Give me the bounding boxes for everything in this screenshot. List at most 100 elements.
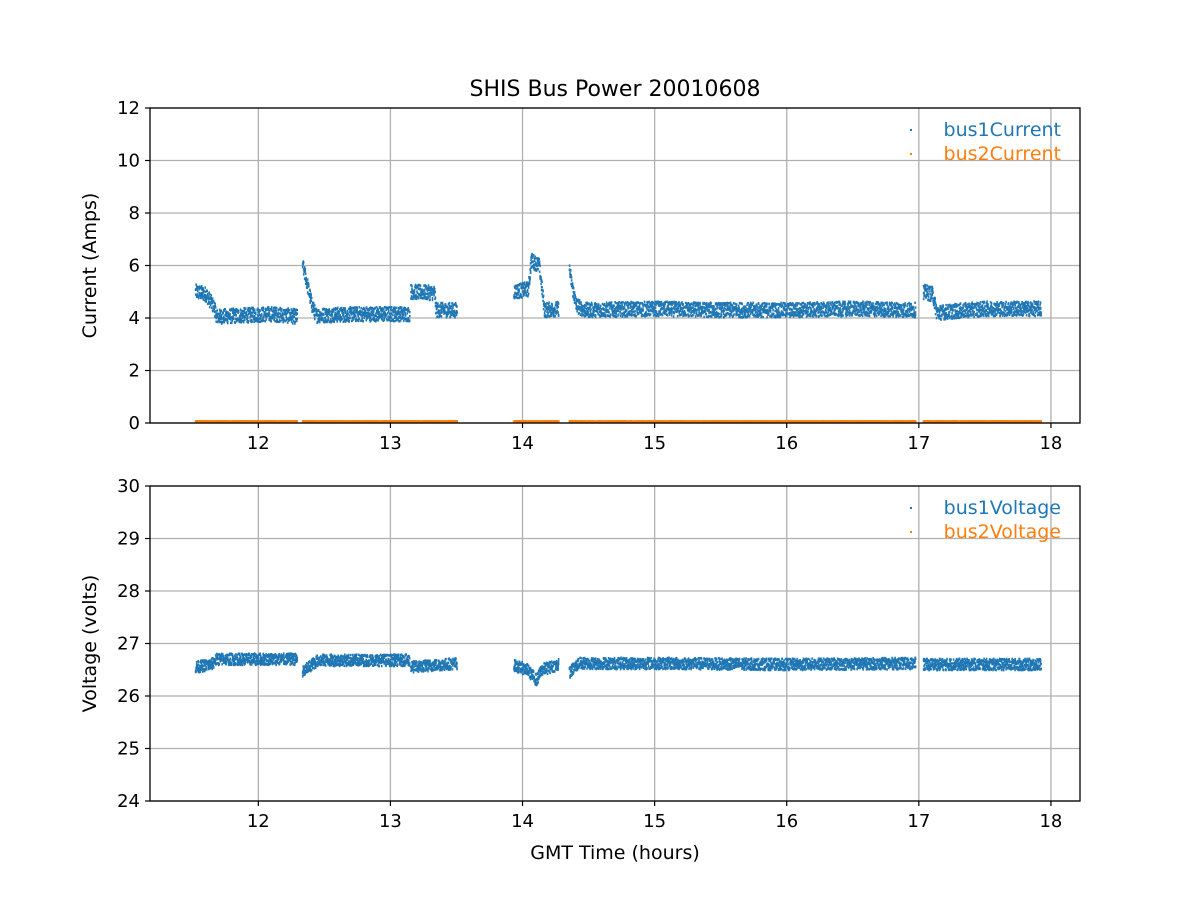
data-point (1020, 308, 1022, 311)
data-point (801, 301, 803, 305)
data-point (551, 304, 553, 308)
data-point (651, 309, 653, 312)
data-point (291, 322, 294, 325)
data-point (361, 314, 363, 318)
data-point (635, 304, 638, 307)
data-point (808, 305, 811, 308)
data-point (392, 318, 394, 321)
data-point (374, 306, 376, 309)
data-point (1021, 306, 1024, 309)
data-point (825, 307, 828, 310)
data-point (206, 292, 209, 295)
data-point (955, 316, 957, 320)
data-point (801, 315, 803, 318)
data-point (839, 308, 842, 312)
data-point (538, 260, 541, 263)
data-point (577, 307, 580, 311)
data-point (209, 303, 212, 307)
data-point (777, 306, 780, 310)
data-point (598, 310, 601, 313)
data-point (902, 315, 905, 318)
data-point (759, 308, 761, 311)
data-point (377, 310, 379, 313)
data-point (761, 302, 764, 305)
data-point (291, 310, 293, 313)
data-point (379, 316, 382, 319)
data-point (722, 310, 724, 314)
data-point (368, 306, 371, 310)
data-point (780, 301, 782, 304)
data-point (232, 310, 234, 313)
data-point (694, 309, 696, 312)
data-point (407, 307, 409, 310)
data-point (958, 310, 961, 313)
data-point (864, 301, 866, 304)
data-point (593, 305, 596, 309)
data-point (675, 300, 677, 304)
data-point (246, 316, 249, 319)
data-point (574, 296, 577, 299)
data-point (318, 321, 321, 324)
data-point (433, 294, 435, 297)
data-point (978, 315, 980, 318)
data-point (232, 315, 234, 318)
data-point (547, 303, 550, 306)
data-point (771, 302, 774, 305)
data-point (783, 307, 786, 310)
data-point (615, 311, 617, 315)
data-point (804, 306, 807, 309)
data-point (537, 260, 540, 263)
data-point (331, 308, 333, 311)
data-point (851, 314, 853, 317)
data-point (706, 307, 708, 310)
data-point (275, 320, 278, 323)
data-point (622, 308, 624, 311)
data-point (404, 314, 407, 317)
data-point (824, 314, 826, 318)
data-point (654, 306, 657, 309)
data-point (837, 314, 839, 317)
data-point (271, 314, 274, 317)
data-point (840, 312, 843, 315)
data-point (264, 309, 267, 312)
data-point (528, 280, 531, 283)
data-point (1031, 312, 1033, 316)
data-point (955, 314, 958, 317)
data-point (531, 256, 534, 260)
data-point (910, 302, 912, 306)
data-point (772, 305, 774, 308)
data-point (994, 310, 996, 313)
data-point (670, 311, 672, 314)
data-point (860, 301, 863, 305)
data-point (310, 293, 312, 296)
data-point (652, 301, 655, 304)
data-point (517, 283, 520, 287)
data-point (386, 319, 388, 322)
data-point (516, 292, 518, 295)
data-point (520, 296, 522, 299)
data-point (381, 315, 384, 319)
data-point (908, 310, 911, 313)
data-point (751, 311, 754, 315)
data-point (636, 308, 638, 312)
data-point (289, 316, 292, 319)
data-point (862, 300, 864, 303)
data-point (1022, 312, 1025, 315)
data-point (958, 316, 961, 320)
data-point (875, 306, 877, 309)
data-point (768, 307, 771, 311)
data-point (819, 308, 821, 312)
data-point (835, 306, 838, 310)
data-point (825, 303, 828, 307)
data-point (384, 315, 386, 319)
data-point (648, 306, 651, 309)
data-point (746, 310, 749, 314)
data-point (931, 288, 934, 291)
data-point (620, 312, 622, 315)
data-point (704, 309, 707, 313)
data-point (818, 314, 820, 318)
data-point (744, 309, 746, 312)
data-point (947, 307, 949, 310)
data-point (667, 307, 670, 311)
data-point (201, 293, 203, 296)
